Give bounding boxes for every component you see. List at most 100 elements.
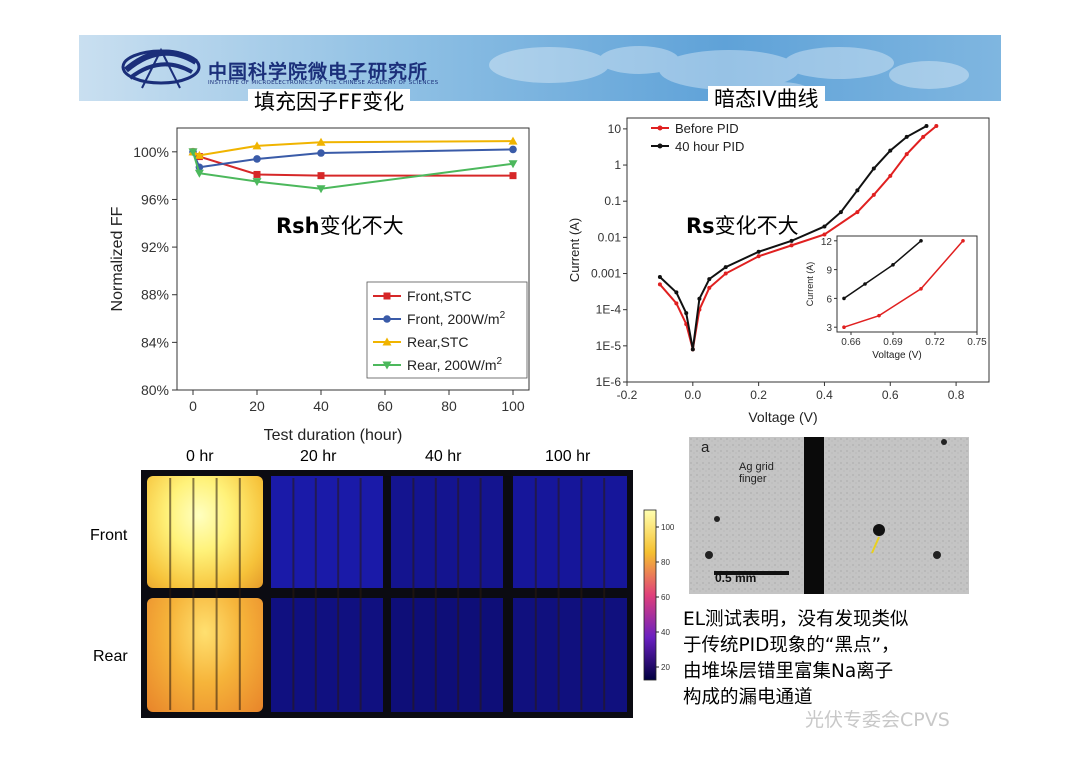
data-point (674, 290, 679, 295)
x-tick-label: 40 (313, 398, 329, 414)
org-subtitle: INSTITUTE OF MICROELECTRONICS OF THE CHI… (208, 80, 439, 86)
colorbar-tick-label: 40 (661, 628, 670, 637)
data-point (863, 282, 867, 286)
ag-grid-label: Ag grid finger (739, 461, 774, 485)
data-point (253, 170, 261, 178)
el-busbars (169, 478, 606, 710)
data-point (842, 325, 846, 329)
x-tick-label: 20 (249, 398, 265, 414)
legend-label: Front, 200W/m2 (407, 310, 506, 327)
black-spot (873, 524, 885, 536)
data-point (934, 124, 939, 129)
inset-x-tick-label: 0.75 (967, 337, 987, 348)
rsh-note-text: 变化不大 (319, 214, 404, 238)
data-point (723, 265, 728, 270)
series-line (659, 125, 927, 350)
inset-x-tick-label: 0.66 (841, 337, 861, 348)
data-point (822, 232, 827, 237)
data-point (252, 178, 262, 187)
data-point (684, 311, 689, 316)
y-tick-label: 100% (133, 144, 169, 160)
data-point (253, 155, 261, 163)
el-cell-rear-0hr (147, 598, 263, 712)
x-tick-label: 0.4 (816, 388, 833, 402)
iv-plot-frame (626, 117, 990, 383)
data-point (723, 271, 728, 276)
series-line (192, 148, 514, 169)
y-tick-label: 88% (141, 287, 169, 303)
data-point (194, 169, 204, 178)
inset-y-axis-label: Current (A) (805, 262, 815, 307)
data-point (508, 136, 518, 145)
y-axis-label: Normalized FF (109, 206, 126, 311)
inset-x-tick-label: 0.72 (925, 337, 945, 348)
data-point (838, 210, 843, 215)
para-line-3: 由堆垛层错里富集Na离子 (683, 661, 894, 682)
panel-letter: a (701, 439, 710, 456)
x-tick-label: 0.0 (684, 388, 701, 402)
inset-x-axis-label: Voltage (V) (872, 350, 921, 361)
y-tick-label: 92% (141, 239, 169, 255)
data-point (316, 137, 326, 146)
el-cell-rear-100hr (513, 598, 627, 712)
data-point (707, 285, 712, 290)
inset-y-tick-label: 9 (826, 266, 832, 277)
rs-note-text: 变化不大 (714, 214, 799, 238)
el-cell-front-40hr (391, 476, 503, 588)
data-point (855, 188, 860, 193)
legend-label: 40 hour PID (675, 139, 744, 154)
inset-series-0 (842, 239, 923, 301)
el-cell-rear-40hr (391, 598, 503, 712)
inset-y-tick-label: 3 (826, 323, 832, 334)
colorbar-tick-label: 60 (661, 593, 670, 602)
el-col-2: 40 hr (425, 448, 462, 465)
micrograph: a Ag grid finger 0.5 mm (689, 437, 969, 594)
y-tick-label: 1E-5 (596, 339, 622, 353)
y-tick-label: 0.01 (598, 230, 622, 244)
y-tick-label: 0.1 (604, 194, 621, 208)
el-colorbar: 100 80 60 40 20 (643, 509, 675, 681)
legend-marker (383, 315, 391, 323)
watermark: 光伏专委会CPVS (805, 709, 950, 731)
rsh-note-bold: Rsh (276, 214, 320, 238)
data-point (707, 277, 712, 282)
data-point (657, 282, 662, 287)
data-point (252, 141, 262, 150)
legend-label: Front,STC (407, 288, 472, 304)
data-point (888, 148, 893, 153)
rsh-note: Rsh变化不大 (276, 210, 404, 240)
el-cell-front-0hr (147, 476, 263, 588)
para-line-4: 构成的漏电通道 (683, 687, 813, 708)
el-row-front: Front (90, 527, 128, 544)
data-point (822, 224, 827, 229)
data-point (508, 160, 518, 169)
scale-bar-label: 0.5 mm (715, 571, 757, 585)
inset-frame (836, 235, 978, 333)
data-point (877, 313, 881, 318)
y-tick-label: 80% (141, 382, 169, 398)
data-point (919, 239, 923, 243)
data-point (921, 134, 926, 139)
x-tick-label: -0.2 (617, 388, 638, 402)
x-tick-label: 80 (441, 398, 457, 414)
yellow-arrow (871, 536, 880, 554)
inset-y-tick-label: 12 (821, 237, 833, 248)
series-line (843, 240, 964, 328)
data-point (756, 254, 761, 259)
data-point (674, 301, 679, 306)
ff-plot-frame (176, 127, 530, 391)
data-point (194, 150, 204, 159)
ag-grid-finger (804, 437, 824, 594)
inset-y-tick-label: 6 (826, 294, 832, 305)
data-point (871, 192, 876, 197)
iv-heading: 暗态IV曲线 (708, 86, 825, 112)
el-cell-rear-20hr (271, 598, 383, 712)
data-point (756, 249, 761, 254)
x-tick-label: 0.6 (882, 388, 899, 402)
legend-label: Rear,STC (407, 334, 468, 350)
iv-series-1 (657, 124, 929, 352)
ff-legend (366, 281, 528, 379)
data-point (888, 173, 893, 178)
legend-marker (657, 125, 663, 131)
data-point (904, 134, 909, 139)
